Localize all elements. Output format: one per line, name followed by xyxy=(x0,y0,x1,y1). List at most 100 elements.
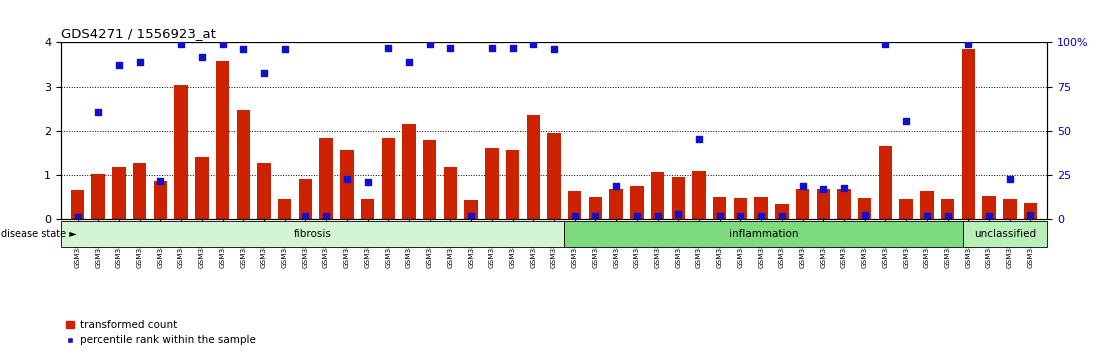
Bar xyxy=(588,198,602,219)
Bar xyxy=(92,175,105,219)
Point xyxy=(545,46,563,52)
Bar xyxy=(257,163,270,219)
Bar xyxy=(879,147,892,219)
Point xyxy=(938,213,956,219)
Point xyxy=(524,41,542,47)
Point xyxy=(566,213,584,219)
Bar xyxy=(154,181,167,219)
Bar xyxy=(216,61,229,219)
Bar xyxy=(609,188,623,219)
Bar xyxy=(733,198,747,219)
Bar xyxy=(920,191,934,219)
Point xyxy=(462,213,480,219)
Point xyxy=(919,213,936,219)
Point xyxy=(607,183,625,189)
Bar xyxy=(1003,199,1016,219)
Bar xyxy=(714,198,727,219)
Bar xyxy=(776,204,789,219)
Point xyxy=(131,59,148,65)
Text: inflammation: inflammation xyxy=(729,229,799,239)
Point xyxy=(152,178,170,183)
Bar xyxy=(340,149,353,219)
Point xyxy=(483,45,501,51)
Point xyxy=(172,41,189,47)
Point xyxy=(669,211,687,217)
Bar xyxy=(941,199,954,219)
Bar xyxy=(423,140,437,219)
Point xyxy=(752,213,770,219)
Point xyxy=(421,41,439,47)
Bar xyxy=(112,167,125,219)
Point xyxy=(628,213,646,219)
Point xyxy=(235,46,253,52)
Bar xyxy=(464,200,478,219)
Bar xyxy=(671,177,685,219)
Point xyxy=(731,213,749,219)
Bar xyxy=(568,191,582,219)
Text: unclassified: unclassified xyxy=(974,229,1036,239)
Bar xyxy=(983,196,996,219)
Point xyxy=(814,185,832,191)
Point xyxy=(276,46,294,52)
Bar xyxy=(299,179,312,219)
Point xyxy=(690,136,708,142)
Bar xyxy=(838,189,851,219)
Text: disease state ►: disease state ► xyxy=(1,229,76,239)
Bar xyxy=(755,198,768,219)
Bar xyxy=(547,133,561,219)
Text: GDS4271 / 1556923_at: GDS4271 / 1556923_at xyxy=(61,27,216,40)
Text: fibrosis: fibrosis xyxy=(294,229,331,239)
Point xyxy=(69,215,86,220)
Point xyxy=(297,213,315,219)
Point xyxy=(793,183,811,189)
Bar xyxy=(650,172,665,219)
Bar xyxy=(443,167,458,219)
Point xyxy=(711,213,729,219)
Bar xyxy=(361,199,375,219)
Point xyxy=(359,179,377,185)
Point xyxy=(981,213,998,219)
Bar xyxy=(195,156,208,219)
Point xyxy=(855,212,873,218)
Bar xyxy=(900,199,913,219)
Point xyxy=(110,63,127,68)
Bar xyxy=(506,149,520,219)
Bar xyxy=(630,186,644,219)
Bar xyxy=(381,138,394,219)
Bar xyxy=(278,199,291,219)
Point xyxy=(773,213,791,219)
Point xyxy=(586,213,604,219)
Point xyxy=(400,59,418,65)
Bar xyxy=(858,198,872,219)
Bar xyxy=(796,189,809,219)
Bar xyxy=(236,110,250,219)
Point xyxy=(876,41,894,47)
Point xyxy=(897,118,915,124)
Point xyxy=(90,110,107,115)
Bar xyxy=(485,148,499,219)
Bar xyxy=(71,190,84,219)
Bar xyxy=(692,171,706,219)
Bar xyxy=(1024,203,1037,219)
Point xyxy=(1022,212,1039,218)
Bar xyxy=(817,188,830,219)
Point xyxy=(960,41,977,47)
Bar xyxy=(526,115,540,219)
Point xyxy=(317,213,335,219)
Point xyxy=(648,213,666,219)
Bar xyxy=(402,124,416,219)
Point xyxy=(835,185,853,190)
Bar xyxy=(174,85,188,219)
Legend: transformed count, percentile rank within the sample: transformed count, percentile rank withi… xyxy=(66,320,256,345)
Point xyxy=(338,176,356,182)
Point xyxy=(214,41,232,47)
Point xyxy=(442,45,460,51)
Point xyxy=(193,54,211,59)
Point xyxy=(379,45,397,51)
Bar xyxy=(133,163,146,219)
Point xyxy=(255,71,273,76)
Bar xyxy=(319,138,332,219)
Point xyxy=(504,45,522,51)
Bar xyxy=(962,49,975,219)
Point xyxy=(1001,176,1018,182)
